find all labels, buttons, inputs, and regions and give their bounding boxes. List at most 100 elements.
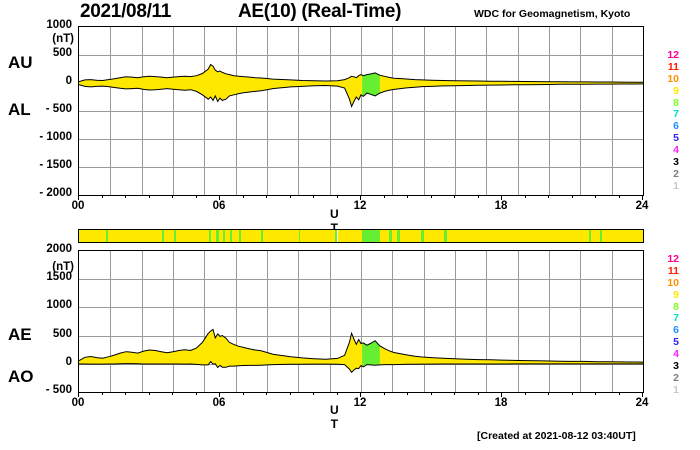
x-tick-label: 24 xyxy=(635,397,649,409)
legend-bottom-item-9: 9 xyxy=(673,288,679,301)
activity-segment xyxy=(444,230,447,242)
series-fill xyxy=(79,64,643,107)
x-tick-mark xyxy=(290,194,291,198)
activity-level-bar xyxy=(78,229,644,243)
grid-line-vertical xyxy=(612,251,613,392)
series-fill xyxy=(79,329,643,373)
x-tick-mark xyxy=(243,194,244,198)
x-tick-mark xyxy=(196,391,197,395)
x-tick-mark xyxy=(172,391,173,395)
x-tick-mark xyxy=(454,194,455,198)
activity-segment xyxy=(588,230,592,242)
y-tick-label: 500 xyxy=(52,327,72,340)
x-tick-mark xyxy=(266,391,267,395)
x-tick-mark xyxy=(102,391,103,395)
legend-top-item-5: 5 xyxy=(673,132,679,145)
plot-area-ae-ao xyxy=(78,250,644,393)
x-tick-mark xyxy=(572,391,573,395)
series-label-al: AL xyxy=(8,100,31,119)
y-tick-label: - 1500 xyxy=(39,159,72,171)
y-tick-label: 0 xyxy=(65,355,72,368)
activity-segment xyxy=(162,230,165,242)
legend-bottom-item-8: 8 xyxy=(673,300,679,313)
legend-top-item-4: 4 xyxy=(673,144,679,157)
y-tick-label: 0 xyxy=(65,75,72,87)
x-tick-mark xyxy=(548,391,549,395)
activity-segment xyxy=(591,230,600,242)
legend-top-item-8: 8 xyxy=(673,96,679,109)
activity-segment xyxy=(209,230,212,242)
x-tick-mark xyxy=(360,391,361,397)
x-tick-mark xyxy=(619,391,620,395)
series-label-au: AU xyxy=(8,53,33,72)
grid-line-vertical xyxy=(486,251,487,392)
legend-top-item-3: 3 xyxy=(673,156,679,169)
activity-segment xyxy=(599,230,602,242)
activity-segment xyxy=(399,230,421,242)
x-tick-mark xyxy=(595,194,596,198)
grid-line-vertical xyxy=(392,251,393,392)
grid-line-horizontal xyxy=(79,55,643,56)
activity-segment xyxy=(211,230,217,242)
legend-top-item-11: 11 xyxy=(667,60,679,73)
legend-bottom-item-2: 2 xyxy=(673,371,679,384)
legend-bottom-item-10: 10 xyxy=(667,276,679,289)
activity-segment xyxy=(238,230,242,242)
legend-top-item-2: 2 xyxy=(673,167,679,180)
legend-bottom-item-4: 4 xyxy=(673,348,679,361)
x-tick-mark xyxy=(595,391,596,395)
grid-line-horizontal xyxy=(79,167,643,168)
x-axis-label-bottom: U T xyxy=(330,403,339,431)
x-tick-mark xyxy=(360,194,361,200)
x-tick-mark xyxy=(525,194,526,198)
x-tick-mark xyxy=(219,194,220,200)
grid-line-vertical xyxy=(518,251,519,392)
x-tick-mark xyxy=(149,194,150,198)
grid-line-vertical xyxy=(110,251,111,392)
y-tick-label: - 2000 xyxy=(39,187,72,199)
activity-segment xyxy=(174,230,176,242)
activity-segment xyxy=(218,230,223,242)
activity-segment xyxy=(601,230,643,242)
legend-top-item-6: 6 xyxy=(673,120,679,133)
activity-segment xyxy=(446,230,589,242)
series-fill-highlight xyxy=(362,329,380,373)
series-line-upper xyxy=(79,63,643,83)
grid-line-vertical xyxy=(236,251,237,392)
activity-segment xyxy=(261,230,264,242)
x-tick-mark xyxy=(266,194,267,198)
x-tick-mark xyxy=(478,194,479,198)
x-tick-mark xyxy=(219,391,220,397)
activity-segment xyxy=(300,230,336,242)
x-tick-mark xyxy=(454,391,455,395)
color-legend-top: 12 11 10 9 8 7 6 5 4 3 2 1 xyxy=(655,49,679,193)
activity-segment xyxy=(164,230,175,242)
legend-bottom-item-12: 12 xyxy=(667,253,679,265)
y-tick-label: 1000 xyxy=(46,19,72,31)
y-unit-label-top: (nT) xyxy=(52,33,74,45)
legend-bottom-item-5: 5 xyxy=(673,336,679,349)
grid-line-vertical xyxy=(455,251,456,392)
x-tick-label: 12 xyxy=(353,397,367,409)
grid-line-vertical xyxy=(330,251,331,392)
x-tick-mark xyxy=(501,194,502,200)
creation-timestamp: [Created at 2021-08-12 03:40UT] xyxy=(477,430,636,442)
x-tick-mark xyxy=(125,391,126,395)
color-legend-bottom: 12 11 10 9 8 7 6 5 4 3 2 1 xyxy=(655,253,679,397)
activity-segment xyxy=(79,230,107,242)
legend-bottom-item-1: 1 xyxy=(673,383,679,396)
x-tick-label: 06 xyxy=(212,200,226,212)
x-tick-mark xyxy=(102,194,103,198)
x-tick-label: 18 xyxy=(494,397,508,409)
grid-line-vertical xyxy=(424,251,425,392)
activity-segment xyxy=(335,230,338,242)
grid-line-horizontal xyxy=(79,307,643,308)
legend-bottom-item-3: 3 xyxy=(673,360,679,373)
activity-segment xyxy=(175,230,210,242)
series-line-lower xyxy=(79,83,643,108)
legend-top-item-1: 1 xyxy=(673,179,679,192)
series-label-ae: AE xyxy=(8,325,32,344)
y-tick-label: 500 xyxy=(52,47,72,59)
x-tick-mark xyxy=(431,194,432,198)
